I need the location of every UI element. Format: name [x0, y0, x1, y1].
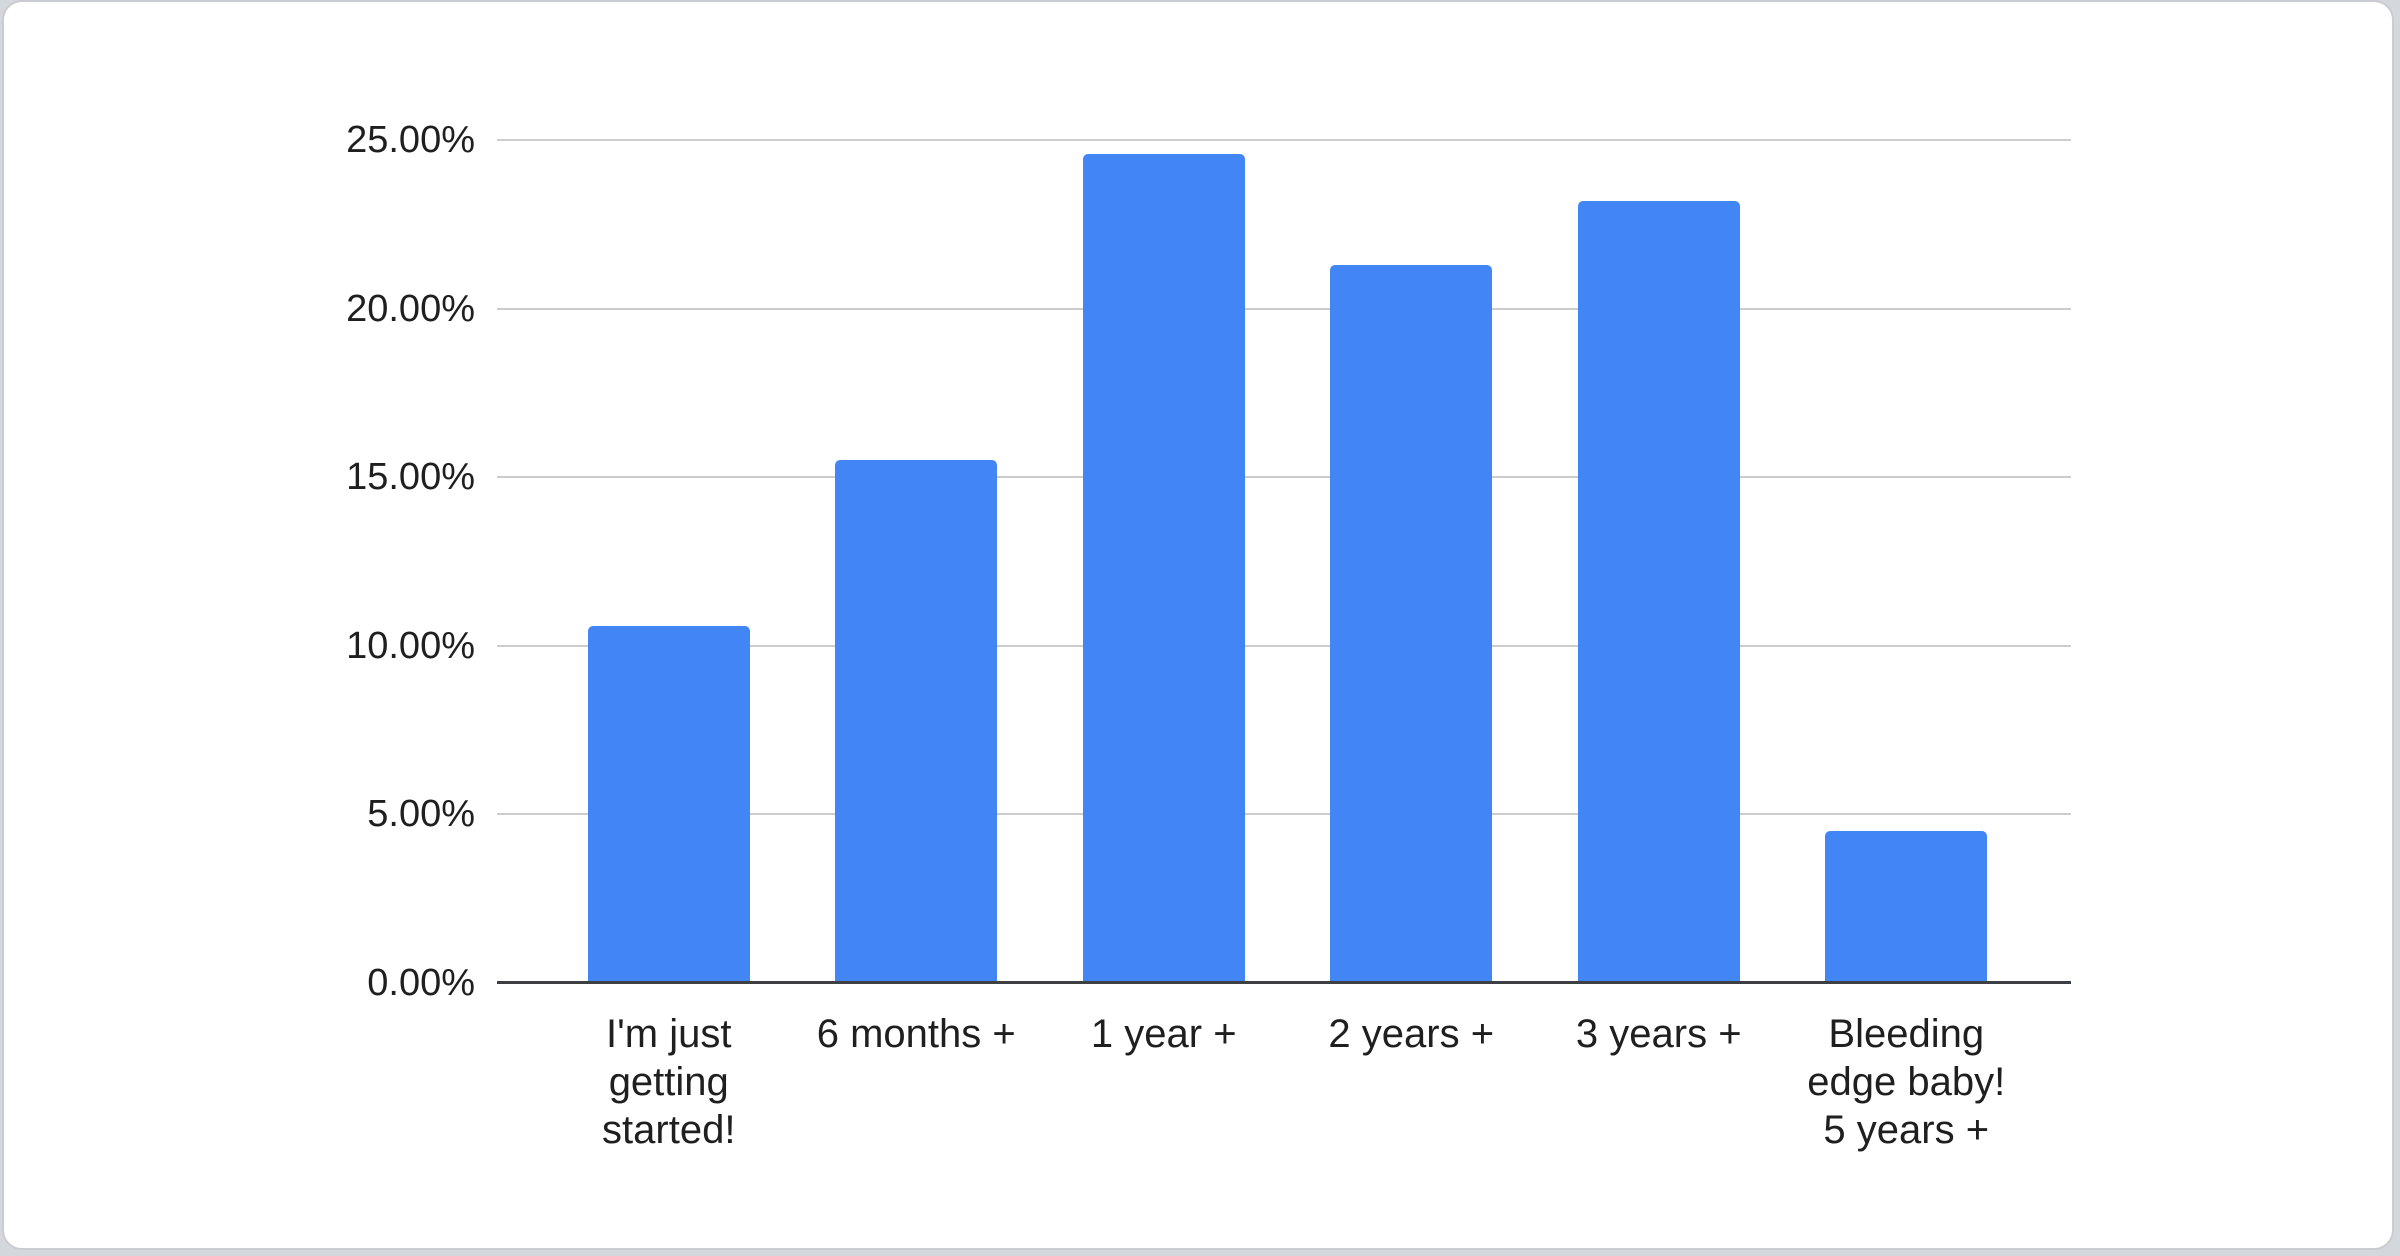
x-category-label: 6 months +: [816, 1012, 1016, 1056]
gridline: [497, 644, 2071, 647]
bar-4[interactable]: [1330, 264, 1493, 983]
y-tick-label: 20.00%: [346, 287, 475, 330]
gridline: [497, 813, 2071, 816]
x-category-label: I'm just getting started!: [602, 1012, 736, 1152]
x-axis-baseline: [497, 981, 2071, 984]
x-category-label: 3 years +: [1575, 1012, 1742, 1056]
bar-cell: [1288, 140, 1536, 983]
chart-plot-area: [497, 139, 2071, 984]
gridline: [497, 476, 2071, 479]
y-tick-label: 5.00%: [367, 793, 475, 836]
bar-3[interactable]: [1082, 153, 1245, 983]
x-category-label: Bleeding edge baby! 5 years +: [1807, 1012, 2006, 1152]
bar-6[interactable]: [1825, 831, 1988, 983]
y-tick-label: 10.00%: [346, 624, 475, 667]
x-axis-labels: I'm just getting started! 6 months + 1 yea…: [545, 1010, 2030, 1154]
gridline: [497, 139, 2071, 141]
bar-cell: [1040, 140, 1288, 983]
x-category-label: 1 year +: [1090, 1012, 1237, 1056]
bar-2[interactable]: [835, 460, 998, 983]
x-category-label: 2 years +: [1328, 1012, 1495, 1056]
y-tick-label: 0.00%: [367, 962, 475, 1004]
bar-1[interactable]: [587, 625, 750, 983]
bar-5[interactable]: [1577, 200, 1740, 983]
bar-cell: [1783, 140, 2031, 983]
bar-cell: [793, 140, 1041, 983]
bars-container: [545, 140, 2030, 983]
bar-cell: [1535, 140, 1783, 983]
y-tick-label: 25.00%: [346, 119, 475, 161]
y-tick-label: 15.00%: [346, 456, 475, 499]
gridline: [497, 307, 2071, 310]
y-axis-labels: 25.00% 20.00% 15.00% 10.00% 5.00% 0.00%: [4, 119, 475, 1004]
bar-cell: [545, 140, 793, 983]
